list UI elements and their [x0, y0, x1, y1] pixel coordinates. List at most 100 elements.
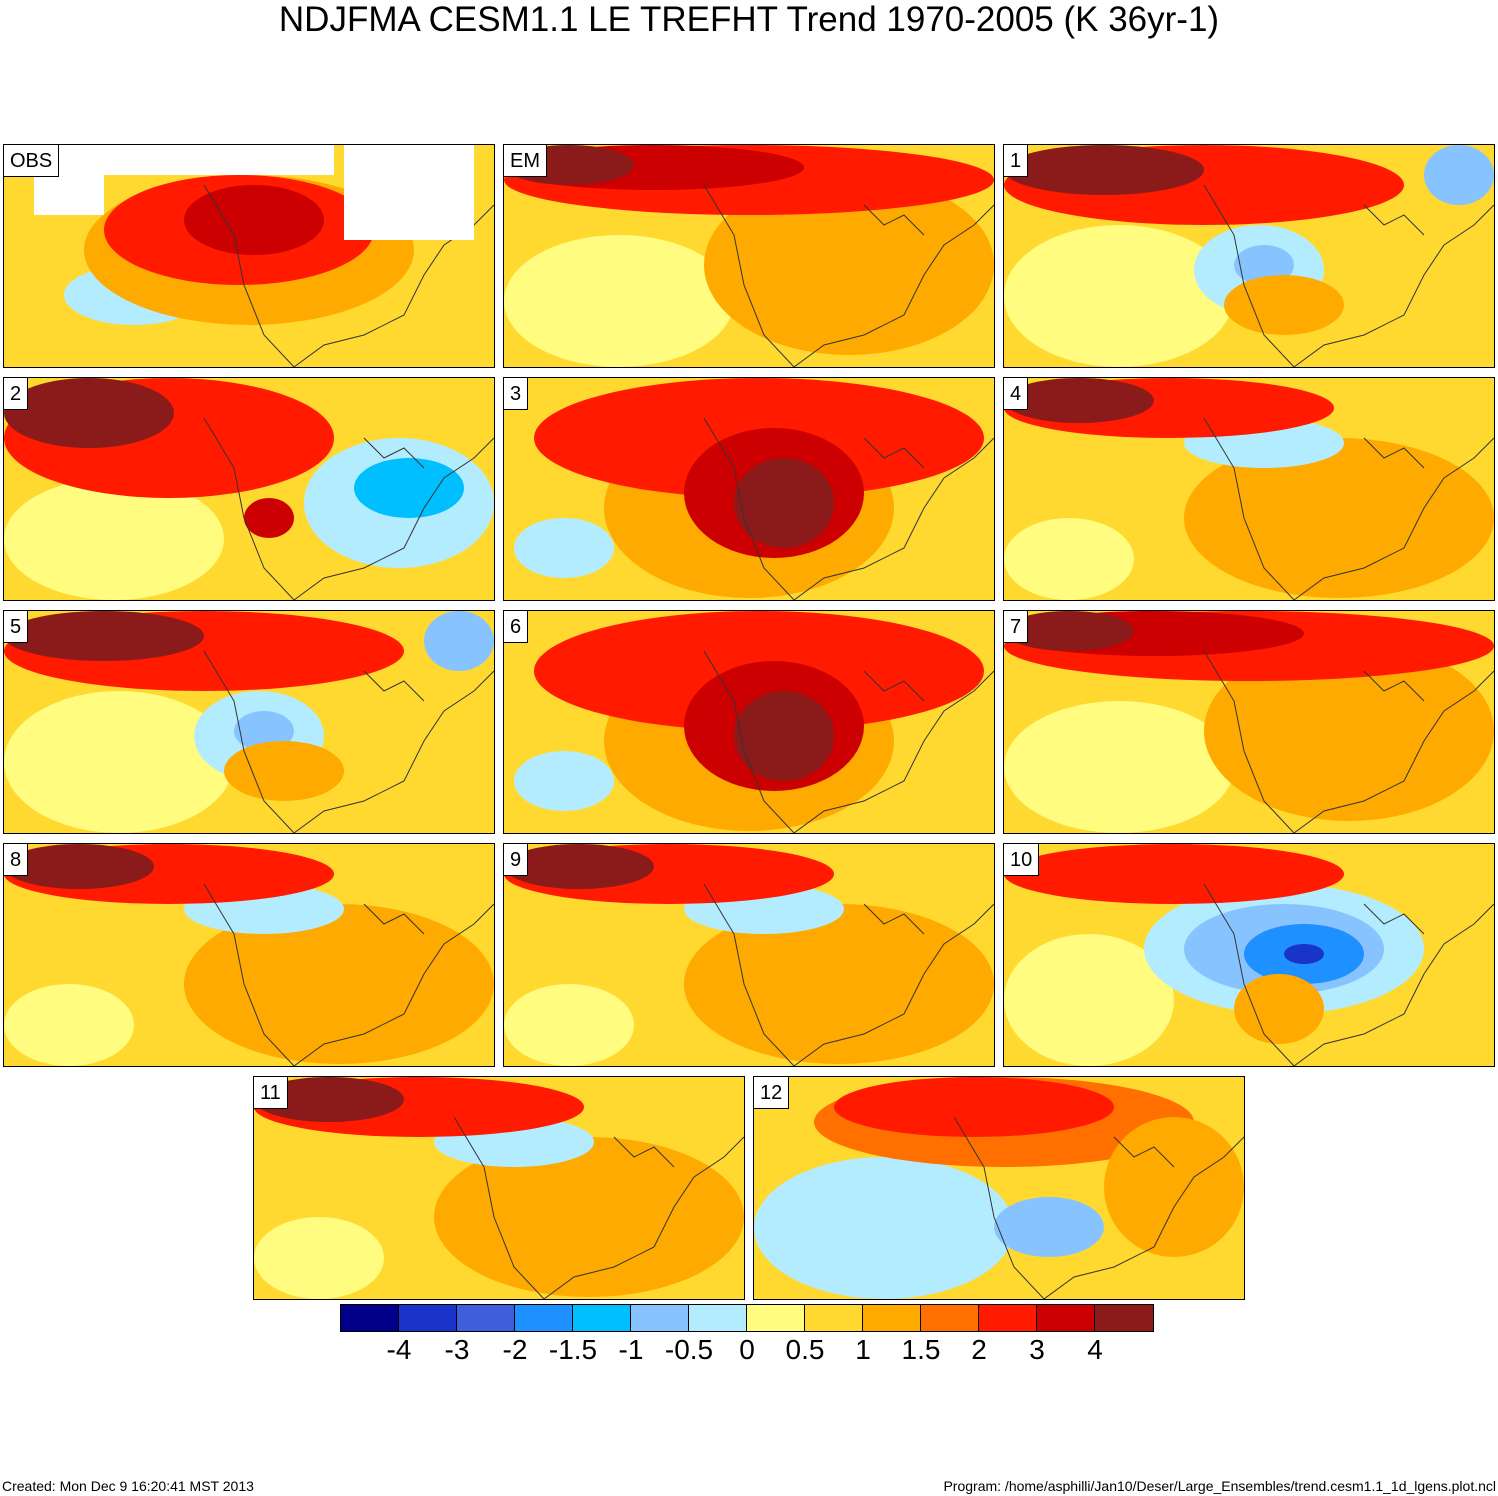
panel-label: EM [504, 145, 547, 177]
contour-region [1004, 844, 1344, 904]
map-panel: 5 [3, 610, 495, 834]
contour-region [1234, 245, 1294, 285]
contour-region [1424, 145, 1494, 205]
contour-region [254, 1077, 404, 1122]
colorbar-tick-label: -4 [386, 1334, 412, 1365]
contour-region [4, 984, 134, 1066]
trend-field [4, 844, 494, 1066]
missing-data-mask [104, 145, 334, 175]
contour-region [684, 904, 994, 1064]
panel-label: 3 [504, 378, 529, 410]
trend-field [1004, 378, 1494, 600]
map-panel: 4 [1003, 377, 1495, 601]
colorbar-swatch [457, 1305, 515, 1331]
contour-region [4, 691, 234, 833]
map-panel: 9 [503, 843, 995, 1067]
contour-region [1004, 145, 1204, 195]
trend-field [4, 611, 494, 833]
colorbar-tick-label: -1 [618, 1334, 644, 1365]
colorbar-swatch [399, 1305, 457, 1331]
colorbar-swatch [979, 1305, 1037, 1331]
contour-region [254, 1217, 384, 1299]
contour-region [754, 1157, 1014, 1299]
program-path: Program: /home/asphilli/Jan10/Deser/Larg… [943, 1478, 1496, 1494]
map-panel: 2 [3, 377, 495, 601]
contour-region [184, 904, 494, 1064]
coastline [703, 650, 994, 833]
contour-region [1104, 1117, 1244, 1257]
coastline [203, 883, 494, 1066]
coastline [1203, 417, 1494, 600]
colorbar-swatch [515, 1305, 573, 1331]
contour-region [1284, 944, 1324, 964]
trend-field [254, 1077, 744, 1299]
contour-region [234, 711, 294, 751]
contour-region [1004, 701, 1234, 833]
coastline [1203, 883, 1494, 1066]
panel-label: 7 [1004, 611, 1029, 643]
coastline [703, 417, 994, 600]
trend-field [504, 844, 994, 1066]
colorbar-tick-label: -2 [502, 1334, 528, 1365]
contour-region [184, 185, 324, 255]
contour-region [4, 478, 224, 600]
contour-region [1204, 641, 1494, 821]
colorbar-swatch [341, 1305, 399, 1331]
colorbar-tick-label: 1 [855, 1334, 871, 1365]
map-panel: 12 [753, 1076, 1245, 1300]
contour-region [4, 611, 204, 661]
coastline [1203, 184, 1494, 367]
contour-region [244, 498, 294, 538]
contour-region [994, 1197, 1104, 1257]
map-panel: OBS [3, 144, 495, 368]
colorbar-tick-label: 2 [971, 1334, 987, 1365]
coastline [203, 650, 494, 833]
colorbar-tick-label: -3 [444, 1334, 470, 1365]
map-panel: 6 [503, 610, 995, 834]
colorbar-tick-label: 3 [1029, 1334, 1045, 1365]
colorbar-tick-label: -1.5 [548, 1334, 598, 1365]
trend-field [504, 145, 994, 367]
coastline [703, 184, 994, 367]
colorbar [340, 1304, 1154, 1332]
map-panel: 1 [1003, 144, 1495, 368]
contour-region [1004, 934, 1174, 1066]
map-panel: 8 [3, 843, 495, 1067]
panel-label: 8 [4, 844, 29, 876]
contour-region [504, 984, 634, 1066]
colorbar-tick-label: 0.5 [785, 1334, 825, 1365]
trend-field [4, 145, 494, 367]
panel-label: 9 [504, 844, 529, 876]
created-timestamp: Created: Mon Dec 9 16:20:41 MST 2013 [2, 1478, 254, 1494]
missing-data-mask [344, 145, 474, 240]
map-panel: 3 [503, 377, 995, 601]
panel-label: 12 [754, 1077, 790, 1109]
colorbar-swatch [1037, 1305, 1095, 1331]
contour-region [734, 691, 834, 781]
colorbar-swatch [631, 1305, 689, 1331]
colorbar-swatch [921, 1305, 979, 1331]
colorbar-swatch [805, 1305, 863, 1331]
panel-label: 4 [1004, 378, 1029, 410]
contour-region [514, 518, 614, 578]
contour-region [704, 175, 994, 355]
colorbar-tick-label: -0.5 [664, 1334, 714, 1365]
trend-field [1004, 844, 1494, 1066]
contour-region [1184, 438, 1494, 598]
contour-region [1004, 225, 1234, 367]
contour-region [434, 1137, 744, 1297]
contour-region [424, 611, 494, 671]
panel-label: 2 [4, 378, 29, 410]
map-panel: 10 [1003, 843, 1495, 1067]
contour-region [4, 378, 174, 448]
coastline [453, 1116, 744, 1299]
contour-region [504, 235, 734, 367]
colorbar-tick-label: 1.5 [901, 1334, 941, 1365]
map-panel: EM [503, 144, 995, 368]
contour-region [4, 844, 154, 889]
contour-region [504, 844, 654, 889]
colorbar-tick-label: 0 [739, 1334, 755, 1365]
colorbar-swatch [1095, 1305, 1153, 1331]
colorbar-swatch [689, 1305, 747, 1331]
coastline [703, 883, 994, 1066]
